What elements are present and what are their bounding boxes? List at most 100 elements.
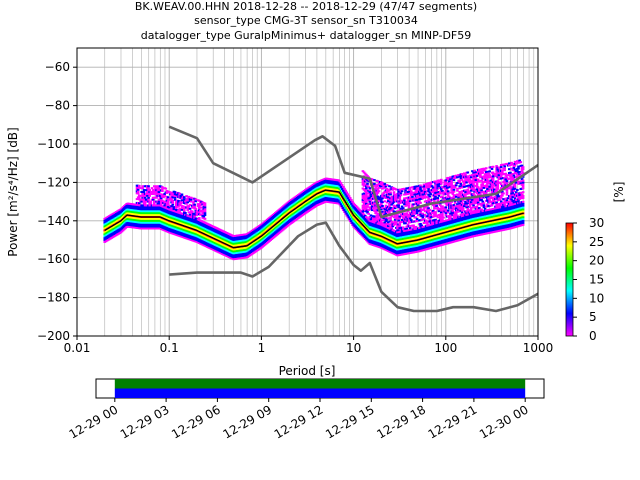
density-cell: [405, 212, 409, 215]
density-cell: [382, 192, 385, 195]
density-cell: [166, 196, 170, 199]
density-cell: [410, 219, 413, 222]
density-cell: [149, 202, 153, 205]
density-cell: [180, 199, 184, 202]
density-cell: [393, 193, 397, 196]
density-cell: [166, 202, 170, 205]
density-cell: [366, 182, 369, 185]
density-cell: [362, 196, 366, 199]
density-cell: [199, 213, 202, 216]
density-cell: [136, 188, 140, 191]
density-cell: [172, 207, 176, 210]
density-cell: [378, 217, 382, 220]
density-cell: [203, 204, 207, 207]
density-cell: [344, 189, 347, 192]
density-cell: [425, 182, 428, 185]
density-cell: [415, 208, 419, 211]
density-cell: [398, 215, 402, 218]
density-cell: [186, 199, 190, 202]
density-cell: [390, 215, 394, 218]
density-cell: [180, 206, 184, 209]
density-cell: [138, 202, 141, 205]
density-cell: [385, 211, 389, 214]
density-cell: [388, 204, 391, 207]
density-cell: [421, 195, 425, 198]
density-cell: [173, 198, 177, 201]
density-cell: [434, 186, 437, 189]
density-cell: [153, 189, 156, 192]
density-cell: [433, 199, 436, 202]
density-cell: [138, 198, 141, 201]
density-cell: [425, 219, 428, 222]
density-cell: [406, 192, 410, 195]
density-cell: [408, 221, 412, 224]
density-cell: [398, 225, 402, 228]
density-cell: [429, 183, 433, 186]
density-cell: [148, 189, 152, 192]
density-cell: [381, 193, 384, 196]
density-cell: [171, 199, 175, 202]
density-cell: [395, 188, 398, 191]
density-cell: [368, 215, 372, 218]
density-cell: [124, 227, 127, 230]
density-cell: [352, 202, 355, 205]
density-cell: [201, 211, 205, 214]
density-cell: [384, 197, 388, 200]
density-cell: [423, 196, 427, 199]
density-cell: [363, 214, 367, 217]
density-cell: [388, 223, 391, 226]
density-cell: [187, 211, 191, 214]
density-cell: [388, 189, 391, 192]
density-cell: [165, 197, 169, 200]
density-cell: [431, 221, 435, 224]
density-cell: [408, 188, 412, 191]
density-cell: [365, 173, 368, 176]
density-cell: [419, 188, 422, 191]
density-cell: [343, 187, 346, 190]
density-cell: [153, 185, 156, 188]
density-cell: [380, 219, 383, 222]
density-cell: [422, 183, 426, 186]
density-cell: [123, 228, 126, 231]
density-cell: [361, 212, 365, 215]
density-cell: [368, 208, 372, 211]
density-cell: [159, 202, 163, 205]
density-cell: [386, 224, 390, 227]
density-cell: [408, 196, 412, 199]
density-cell: [199, 204, 202, 207]
density-cell: [197, 217, 201, 220]
density-cell: [393, 218, 397, 221]
density-cell: [374, 206, 377, 209]
density-cell: [396, 217, 399, 220]
density-cell: [340, 184, 344, 187]
density-cell: [390, 226, 394, 229]
density-cell: [365, 198, 368, 201]
density-cell: [398, 227, 402, 230]
density-cell: [429, 200, 433, 203]
density-cell: [173, 191, 177, 194]
density-cell: [386, 217, 390, 220]
density-cell: [421, 197, 425, 200]
density-cell: [400, 215, 404, 218]
density-cell: [178, 204, 181, 207]
density-cell: [431, 209, 435, 212]
density-cell: [365, 189, 368, 192]
density-cell: [362, 171, 366, 174]
density-cell: [153, 192, 156, 195]
density-cell: [408, 200, 412, 203]
density-cell: [149, 200, 153, 203]
density-cell: [385, 191, 389, 194]
density-cell: [434, 218, 437, 221]
density-cell: [354, 205, 358, 208]
density-cell: [380, 202, 383, 205]
density-cell: [380, 208, 383, 211]
density-cell: [173, 194, 177, 197]
density-cell: [395, 221, 398, 224]
density-cell: [359, 209, 362, 212]
density-cell: [178, 192, 181, 195]
density-cell: [396, 213, 399, 216]
density-cell: [435, 205, 438, 208]
density-cell: [191, 206, 194, 209]
density-cell: [408, 211, 412, 214]
density-cell: [436, 198, 440, 201]
